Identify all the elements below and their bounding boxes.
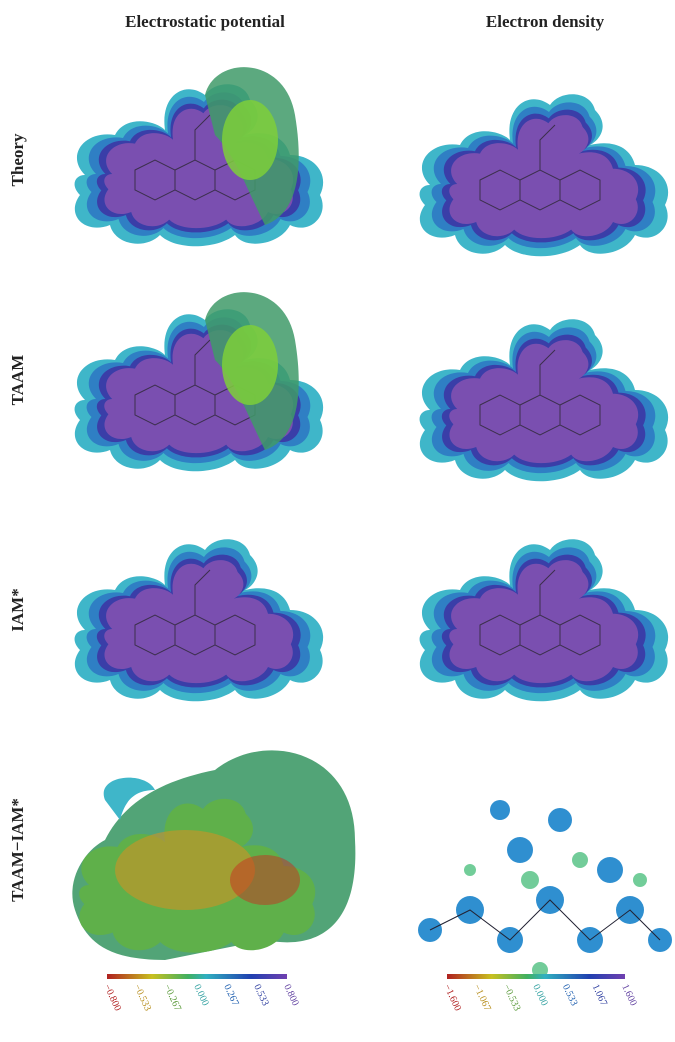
colorbar [447, 974, 625, 979]
colorbar-tick-label: −0.267 [161, 983, 183, 1013]
colorbar-tick-label: 0.267 [221, 983, 240, 1008]
colorbar-tick-label: 0.800 [281, 983, 300, 1008]
colorbar-tick-label: 0.533 [251, 983, 270, 1008]
colorbar-tick-label: −0.800 [101, 983, 123, 1013]
colorbar-tick-label: 0.533 [560, 983, 579, 1008]
colorbar-tick-label: 0.000 [191, 983, 210, 1008]
colorbar-tick-label: −1.067 [471, 983, 493, 1013]
row-label: TAAM−IAM* [8, 798, 27, 902]
surface-image [72, 67, 672, 978]
row-label: Theory [8, 133, 27, 186]
figure: Electrostatic potential Electron density… [0, 0, 675, 1042]
colorbar-tick-label: 1.067 [590, 983, 609, 1008]
row-label: IAM* [8, 588, 27, 631]
colorbar-tick-label: −0.533 [131, 983, 153, 1013]
colorbar-tick-label: 0.000 [530, 983, 549, 1008]
colorbar-tick-label: 1.600 [619, 983, 638, 1008]
colorbar-tick-label: −1.600 [441, 983, 463, 1013]
colorbar [107, 974, 287, 979]
colorbar-tick-label: −0.533 [501, 983, 523, 1013]
column-header: Electron density [486, 12, 605, 31]
column-header: Electrostatic potential [125, 12, 285, 31]
row-label: TAAM [8, 355, 27, 406]
